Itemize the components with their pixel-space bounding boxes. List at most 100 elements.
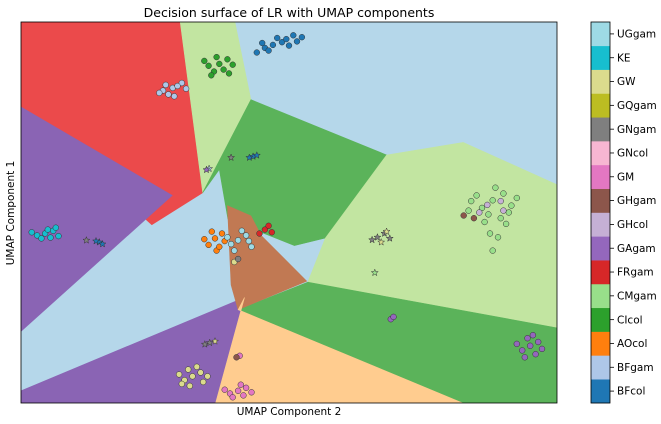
point-gm-128 xyxy=(221,386,228,393)
colorbar-swatch-bfgam xyxy=(591,355,610,380)
point-ke-42 xyxy=(44,226,51,233)
point-bfcol-4 xyxy=(253,49,260,56)
point-aocol-53 xyxy=(201,236,208,243)
point-uggam-65 xyxy=(224,234,231,241)
point-uggam-62 xyxy=(238,227,245,234)
point-cmgam-95 xyxy=(489,247,496,254)
colorbar-swatch-ke xyxy=(591,45,610,70)
region-aocol-9 xyxy=(215,297,463,403)
point-gngam-72 xyxy=(373,232,382,241)
point-frgam-69 xyxy=(268,229,275,236)
decision-regions xyxy=(21,22,557,403)
point-bfcol-8 xyxy=(265,47,272,54)
point-ghgam-100 xyxy=(460,212,467,219)
point-gagam-111 xyxy=(521,354,528,361)
point-cmgam-92 xyxy=(505,209,512,216)
point-gm-127 xyxy=(240,392,247,399)
point-gagam-104 xyxy=(527,342,534,349)
point-cicol-28 xyxy=(213,53,220,61)
point-gw-116 xyxy=(175,371,183,378)
point-gm-123 xyxy=(234,387,242,394)
point-ghgam-135 xyxy=(233,354,240,361)
point-aocol-57 xyxy=(216,243,223,250)
colorbar-swatch-ghcol xyxy=(591,212,610,237)
point-gagam-110 xyxy=(538,345,546,353)
point-cmgam-93 xyxy=(494,234,502,241)
point-cmgam-80 xyxy=(478,204,486,212)
point-cicol-30 xyxy=(225,70,233,77)
colorbar-label-ghcol: GHcol xyxy=(617,219,648,231)
point-cmgam-84 xyxy=(485,211,492,218)
point-bfcol-5 xyxy=(269,41,277,49)
point-gagam-103 xyxy=(390,313,397,321)
point-gagam-109 xyxy=(524,335,531,342)
point-bfgam-16 xyxy=(174,82,181,90)
point-gm-130 xyxy=(237,381,244,388)
point-aocol-50 xyxy=(211,235,219,242)
point-gw-122 xyxy=(185,366,192,373)
point-ke-45 xyxy=(47,234,54,241)
point-bfcol-48 xyxy=(98,239,107,248)
colorbar-swatch-bfcol xyxy=(591,379,610,404)
point-gw-132 xyxy=(210,336,220,345)
point-gagam-108 xyxy=(532,351,539,358)
region-gagam-6 xyxy=(21,106,173,332)
point-cicol-22 xyxy=(205,62,212,69)
point-cmgam-78 xyxy=(370,268,379,277)
point-gw-117 xyxy=(200,378,207,386)
colorbar-label-bfgam: BFgam xyxy=(617,362,654,374)
colorbar-swatch-ghgam xyxy=(591,188,610,213)
point-gngam-131 xyxy=(205,338,214,347)
colorbar-swatch-aocol xyxy=(591,331,610,356)
point-cmgam-90 xyxy=(481,218,488,226)
colorbar-label-cicol: CIcol xyxy=(617,314,643,326)
point-bfcol-34 xyxy=(245,153,254,162)
point-ke-40 xyxy=(28,229,35,236)
point-gw-118 xyxy=(186,382,193,390)
point-bfcol-11 xyxy=(259,39,266,47)
point-cmgam-89 xyxy=(502,220,510,228)
colorbar-label-gqgam: GQgam xyxy=(617,100,657,112)
point-aocol-56 xyxy=(208,228,215,235)
point-cmgam-85 xyxy=(497,215,504,222)
point-gagam-106 xyxy=(535,338,542,346)
point-aocol-51 xyxy=(205,241,212,249)
region-gagam-7 xyxy=(21,296,245,403)
point-gw-76 xyxy=(377,237,386,246)
colorbar-label-ghgam: GHgam xyxy=(617,195,656,207)
point-ghcol-98 xyxy=(476,209,483,216)
colorbar-swatch-frgam xyxy=(591,260,610,285)
y-axis-label: UMAP Component 1 xyxy=(5,161,17,266)
point-cmgam-82 xyxy=(468,197,475,205)
point-cicol-21 xyxy=(216,60,223,68)
point-ke-38 xyxy=(33,232,41,239)
point-uggam-60 xyxy=(227,240,235,248)
colorbar-label-frgam: FRgam xyxy=(617,267,654,279)
point-bfcol-2 xyxy=(290,32,297,39)
colorbar-label-bfcol: BFcol xyxy=(617,386,645,398)
colorbar-label-gngam: GNgam xyxy=(617,124,656,136)
point-bfgam-14 xyxy=(178,79,185,87)
point-bfcol-49 xyxy=(91,236,101,245)
colorbar-label-gncol: GNcol xyxy=(617,148,648,160)
point-gw-120 xyxy=(178,380,185,388)
point-ke-41 xyxy=(55,232,62,240)
data-points xyxy=(28,32,546,401)
chart-title: Decision surface of LR with UMAP compone… xyxy=(144,5,435,20)
point-bfcol-3 xyxy=(298,34,306,41)
colorbar-swatch-cmgam xyxy=(591,283,610,309)
point-uggam-63 xyxy=(231,247,238,254)
point-gw-77 xyxy=(382,227,391,236)
point-bfcol-33 xyxy=(252,151,261,159)
point-gw-121 xyxy=(204,373,211,380)
point-bfgam-15 xyxy=(165,91,172,98)
point-frgam-66 xyxy=(261,226,269,233)
point-bfcol-9 xyxy=(274,34,281,42)
x-axis-label: UMAP Component 2 xyxy=(237,406,342,418)
point-bfcol-0 xyxy=(278,39,286,46)
point-ghcol-96 xyxy=(484,201,491,209)
point-gagam-36 xyxy=(202,165,211,174)
colorbar-swatch-gm xyxy=(591,164,610,189)
colorbar-label-uggam: UGgam xyxy=(617,29,656,41)
